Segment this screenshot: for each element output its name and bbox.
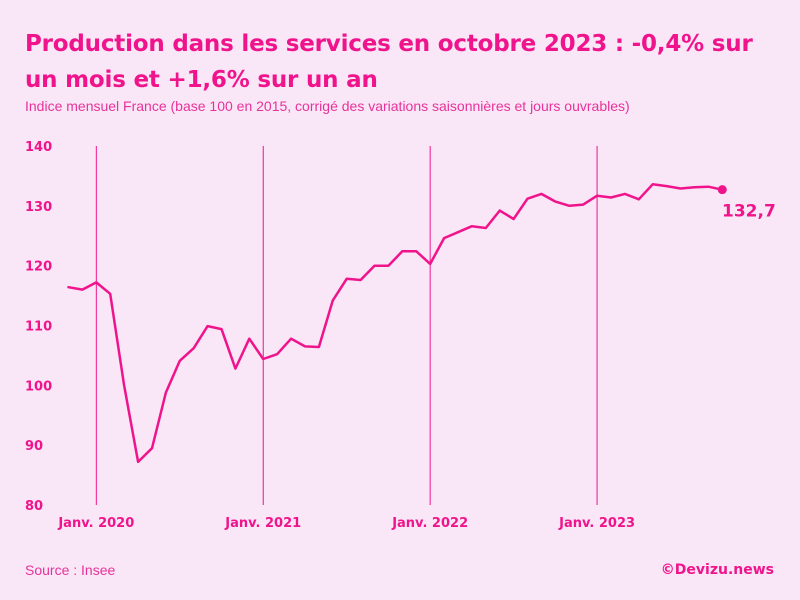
x-tick-label: Janv. 2022 [391,516,468,531]
chart-subtitle: Indice mensuel France (base 100 en 2015,… [25,98,630,114]
y-tick-label: 130 [25,200,52,215]
y-tick-label: 100 [25,379,52,394]
series-line [67,183,724,464]
source-note: Source : Insee [25,562,116,578]
x-tick-label: Janv. 2020 [57,516,134,531]
y-tick-label: 90 [25,439,43,454]
y-tick-label: 120 [25,260,52,275]
chart-title: Production dans les services en octobre … [25,31,753,93]
y-tick-label: 140 [25,140,52,155]
x-tick-label: Janv. 2021 [224,516,301,531]
y-tick-label: 80 [25,499,43,514]
x-tick-label: Janv. 2023 [558,516,635,531]
credit-label: ©Devizu.news [660,562,774,578]
last-point-marker [717,185,727,195]
last-value-label: 132,7 [722,202,776,222]
y-tick-label: 110 [25,320,52,335]
